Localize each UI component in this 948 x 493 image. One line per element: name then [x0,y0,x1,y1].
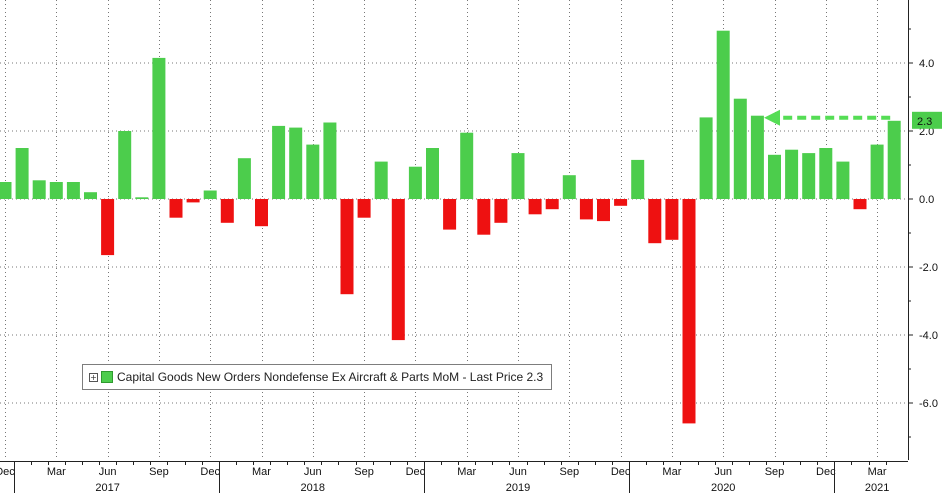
bar [494,199,508,223]
bar [169,199,183,218]
last-price-arrow [764,109,891,126]
bar [750,115,764,199]
x-tick-label: Jun [304,466,322,478]
bar [237,158,251,199]
last-price-badge [912,111,942,129]
year-label: 2020 [711,482,735,493]
bar [768,154,781,199]
bar [545,199,559,210]
bar [289,127,303,199]
bar [323,122,337,199]
bar [597,199,610,222]
bar [357,199,371,218]
bar [887,120,901,199]
bar [853,199,867,210]
x-tick-label: Mar [252,466,271,478]
last-price-label: 2.3 [917,116,932,128]
bar [203,190,217,199]
x-tick-label: Mar [47,466,66,478]
legend: + Capital Goods New Orders Nondefense Ex… [82,364,553,390]
bar [477,199,491,235]
x-tick-label: Sep [149,466,169,478]
year-label: 2019 [506,482,530,493]
bar [84,192,97,199]
bar [340,199,354,295]
bar [716,30,730,200]
x-tick-label: Dec [406,466,426,478]
y-tick-label: -2.0 [919,262,938,274]
x-tick-label: Sep [354,466,374,478]
bar [614,199,628,206]
bar [32,180,46,199]
bar [391,199,405,341]
bars [0,30,901,424]
arrow-head [764,109,780,126]
gridlines [0,0,908,460]
x-tick-label: Sep [560,466,580,478]
bar [255,199,268,227]
x-tick-label: Jun [99,466,117,478]
x-tick-label: Sep [765,466,785,478]
bar [426,148,439,199]
x-tick-label: Dec [816,466,836,478]
bar [49,182,63,199]
bar [15,148,29,199]
bar [819,148,833,199]
x-tick-label: Dec [611,466,631,478]
year-label: 2017 [95,482,119,493]
bar [118,131,132,199]
bar [374,161,388,199]
x-tick-label: Jun [714,466,732,478]
year-label: 2021 [865,482,889,493]
bar [306,144,320,199]
bar [135,197,149,199]
bar [562,175,576,199]
bar [511,153,525,199]
y-tick-label: 4.0 [919,58,934,70]
bar [443,199,457,230]
bar [836,161,850,199]
bar [528,199,542,215]
y-tick-label: 2.0 [919,126,934,138]
year-label: 2018 [301,482,325,493]
bar [682,199,696,424]
bar [699,117,713,199]
bar [0,182,12,199]
x-axis: Dec Mar Jun Sep Dec Mar Jun Sep Dec Mar Jun Sep Dec M… [0,461,908,493]
y-tick-label: -4.0 [919,330,938,342]
bar [733,98,747,199]
y-tick-label: -6.0 [919,398,938,410]
bar [802,153,816,199]
x-tick-label: Jun [509,466,527,478]
x-tick-label: Mar [457,466,476,478]
bar [631,159,645,199]
legend-label: Capital Goods New Orders Nondefense Ex A… [117,370,544,384]
x-tick-label: Mar [868,466,887,478]
legend-swatch [101,371,113,383]
bar [272,125,286,199]
bar [408,166,422,199]
bar [152,57,166,200]
legend-expand-icon[interactable]: + [89,372,98,382]
bar [665,199,679,240]
bar [186,199,200,203]
bar [785,149,799,199]
bar [648,199,662,244]
bar [460,132,474,199]
bar [66,182,80,199]
y-tick-label: 0.0 [919,194,934,206]
bar [870,144,884,199]
bar [579,199,593,220]
x-tick-label: Mar [662,466,681,478]
bar [101,199,115,256]
y-axis: 4.0 2.0 0.0 -2.0 -4.0 -6.0 2.3 [908,0,942,460]
x-tick-label: Dec [0,466,15,478]
bar [220,199,234,223]
x-tick-label: Dec [200,466,220,478]
